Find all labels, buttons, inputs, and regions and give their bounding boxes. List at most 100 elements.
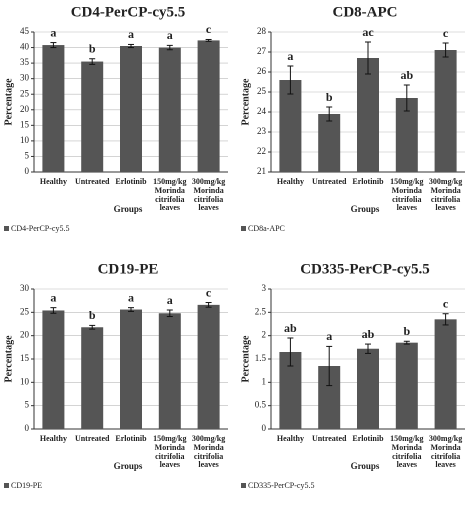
bar bbox=[197, 40, 220, 173]
y-tick-label: 28 bbox=[257, 26, 267, 36]
significance-letter: c bbox=[206, 285, 212, 299]
significance-letter: a bbox=[326, 329, 332, 343]
y-tick-label: 30 bbox=[20, 73, 30, 83]
y-tick-label: 15 bbox=[20, 353, 30, 363]
y-tick-label: 26 bbox=[257, 66, 267, 76]
bar bbox=[120, 309, 142, 429]
x-tick-label: 150mg/kg Morinda citrifolia leaves bbox=[390, 178, 424, 213]
significance-letter: c bbox=[443, 26, 449, 40]
y-tick-label: 25 bbox=[257, 86, 267, 96]
chart-title: CD335-PerCP-cy5.5 bbox=[300, 261, 430, 277]
significance-letter: a bbox=[167, 28, 173, 42]
x-tick-label-box: Untreated bbox=[312, 435, 347, 443]
legend-swatch bbox=[4, 483, 9, 488]
x-tick-label: Healthy bbox=[276, 435, 304, 443]
x-tick-label-box: 300mg/kg Morinda citrifolia leaves bbox=[192, 178, 225, 212]
legend-label: CD19-PE bbox=[11, 481, 42, 490]
x-tick-label: 300mg/kg Morinda citrifolia leaves bbox=[428, 435, 463, 470]
x-tick-label-box: Erlotinib bbox=[352, 178, 383, 186]
bar bbox=[158, 47, 181, 172]
bar bbox=[279, 352, 302, 429]
x-tick-label-box: Erlotinib bbox=[352, 435, 383, 443]
y-tick-label: 5 bbox=[25, 151, 30, 161]
significance-letter: b bbox=[326, 90, 333, 104]
x-tick-label: Untreated bbox=[74, 435, 110, 443]
significance-letter: ac bbox=[362, 25, 374, 39]
bar bbox=[81, 327, 104, 429]
y-tick-label: 1 bbox=[262, 376, 267, 386]
x-tick-label: 150mg/kg Morinda citrifolia leaves bbox=[153, 178, 187, 213]
legend-swatch bbox=[241, 483, 246, 488]
x-tick-label: Healthy bbox=[39, 178, 67, 186]
legend-swatch bbox=[4, 226, 9, 231]
y-tick-label: 45 bbox=[20, 26, 30, 36]
x-tick-label-box: Healthy bbox=[39, 435, 67, 443]
y-tick-label: 2 bbox=[262, 330, 267, 340]
x-tick-label: Untreated bbox=[311, 178, 347, 186]
y-tick-label: 20 bbox=[20, 330, 30, 340]
x-tick-label-box: Untreated bbox=[74, 435, 110, 443]
x-tick-label-box: 150mg/kg Morinda citrifolia leaves bbox=[390, 435, 424, 470]
y-tick-label: 0 bbox=[262, 423, 267, 433]
x-tick-label: 300mg/kg Morinda citrifolia leaves bbox=[191, 435, 226, 470]
y-tick-label: 22 bbox=[257, 146, 266, 156]
x-tick-label-box: 300mg/kg Morinda citrifolia leaves bbox=[428, 178, 463, 213]
bar bbox=[42, 310, 65, 429]
y-tick-label: 10 bbox=[20, 135, 30, 145]
significance-letter: c bbox=[443, 296, 449, 310]
y-tick-label: 23 bbox=[257, 126, 267, 136]
bar bbox=[197, 304, 220, 429]
x-tick-label-box: Healthy bbox=[39, 178, 67, 186]
bar bbox=[42, 45, 65, 172]
x-tick-label: Untreated bbox=[74, 178, 110, 186]
y-tick-label: 2.5 bbox=[255, 306, 267, 316]
bar bbox=[318, 114, 341, 172]
x-tick-label-box: 300mg/kg Morinda citrifolia leaves bbox=[191, 435, 226, 470]
y-tick-label: 21 bbox=[257, 166, 266, 176]
bar bbox=[357, 58, 379, 172]
y-tick-label: 0.5 bbox=[255, 400, 267, 410]
y-tick-label: 20 bbox=[20, 104, 30, 114]
legend-label: CD4-PerCP-cy5.5 bbox=[11, 224, 69, 233]
y-tick-label: 35 bbox=[20, 57, 30, 67]
y-tick-label: 5 bbox=[25, 400, 30, 410]
significance-letter: a bbox=[128, 290, 134, 304]
y-tick-label: 1.5 bbox=[255, 353, 267, 363]
x-tick-label: Healthy bbox=[276, 178, 304, 186]
significance-letter: a bbox=[50, 25, 56, 39]
x-tick-label-box: Erlotinib bbox=[115, 178, 147, 186]
legend-swatch bbox=[241, 226, 246, 231]
bar bbox=[357, 348, 379, 429]
y-axis-label: Percentage bbox=[3, 78, 14, 126]
x-tick-label: Erlotinib bbox=[115, 178, 147, 186]
legend-label: CD335-PerCP-cy5.5 bbox=[248, 481, 314, 490]
x-tick-label-box: Untreated bbox=[311, 178, 347, 186]
significance-letter: a bbox=[287, 49, 293, 63]
y-tick-label: 25 bbox=[20, 88, 30, 98]
bar bbox=[279, 80, 302, 172]
bar bbox=[395, 342, 418, 429]
y-tick-label: 10 bbox=[20, 376, 30, 386]
bar bbox=[120, 46, 142, 172]
x-tick-label-box: 150mg/kg Morinda citrifolia leaves bbox=[390, 178, 424, 213]
y-tick-label: 25 bbox=[20, 306, 30, 316]
bar bbox=[81, 61, 104, 172]
y-tick-label: 15 bbox=[20, 119, 30, 129]
significance-letter: b bbox=[403, 324, 410, 338]
bar bbox=[318, 366, 341, 429]
y-tick-label: 0 bbox=[25, 423, 30, 433]
x-tick-label-box: 150mg/kg Morinda citrifolia leaves bbox=[153, 435, 186, 469]
y-axis-label: Percentage bbox=[240, 78, 251, 126]
y-tick-label: 30 bbox=[20, 283, 30, 293]
x-tick-label: 150mg/kg Morinda citrifolia leaves bbox=[390, 435, 424, 470]
x-tick-label-box: 300mg/kg Morinda citrifolia leaves bbox=[428, 435, 463, 470]
x-tick-label: Healthy bbox=[39, 435, 67, 443]
x-tick-label: 300mg/kg Morinda citrifolia leaves bbox=[428, 178, 463, 213]
x-tick-label-box: Healthy bbox=[276, 435, 304, 443]
bar bbox=[434, 319, 457, 429]
significance-letter: b bbox=[89, 308, 96, 322]
x-axis-label: Groups bbox=[114, 461, 143, 471]
y-tick-label: 0 bbox=[25, 166, 30, 176]
x-tick-label: Erlotinib bbox=[115, 435, 147, 443]
